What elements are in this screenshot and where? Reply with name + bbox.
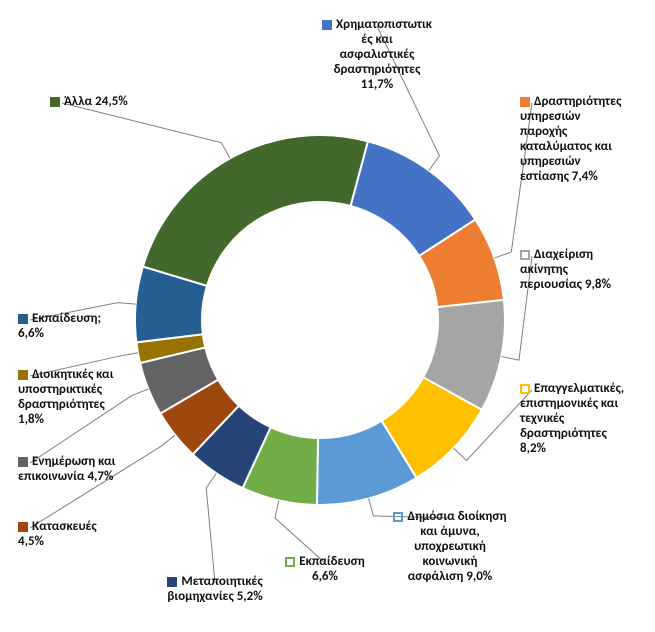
legend-bullet [18,522,28,532]
slice-label-text: Δραστηριότητες υπηρεσιών παροχής καταλύμ… [520,94,621,184]
slice-label: Διοικητικές και υποστηρικτικές δραστηριό… [18,368,158,428]
legend-bullet [393,512,403,522]
legend-bullet [18,314,28,324]
legend-bullet [167,577,177,587]
legend-bullet [50,97,60,107]
legend-bullet [285,557,295,567]
slice-label-text: Ενημέρωση και επικοινωνία 4,7% [18,454,115,484]
leader-line [206,473,216,583]
slice-label-text: Χρηματοπιστωτικ ές και ασφαλιστικές δρασ… [334,17,432,92]
slice-label-text: Διοικητικές και υποστηρικτικές δραστηριό… [18,367,113,427]
slice-label-text: Επαγγελματικές, επιστημονικές και τεχνικ… [520,381,624,456]
slice-label-text: Εκπαίδευση 6,6% [299,554,364,584]
legend-bullet [18,370,28,380]
slice-label: Δραστηριότητες υπηρεσιών παροχής καταλύμ… [520,95,650,185]
slice-label: Επαγγελματικές, επιστημονικές και τεχνικ… [520,382,650,457]
slice-label: Μεταποιητικές βιομηχανίες 5,2% [140,575,290,605]
leader-line [62,103,230,158]
slice-label: Άλλα 24,5% [50,95,160,110]
slice-label-text: Δημόσια διοίκηση και άμυνα, υποχρεωτική … [407,509,506,584]
legend-bullet [520,97,530,107]
legend-bullet [322,20,332,30]
slice-label-text: Εκπαίδευση; 6,6% [18,311,101,341]
slice-label: Εκπαίδευση; 6,6% [18,312,128,342]
legend-bullet [520,384,530,394]
slice-label-text: Διαχείριση ακίνητης περιουσίας 9,8% [520,247,611,292]
donut-slice [143,135,368,286]
slice-label: Ενημέρωση και επικοινωνία 4,7% [18,455,158,485]
legend-bullet [520,250,530,260]
slice-label-text: Άλλα 24,5% [64,94,128,109]
slice-label: Χρηματοπιστωτικ ές και ασφαλιστικές δρασ… [292,18,462,93]
legend-bullet [18,457,28,467]
slice-label: Κατασκευές 4,5% [18,520,128,550]
slice-label-text: Μεταποιητικές βιομηχανίες 5,2% [167,574,262,604]
slice-label: Διαχείριση ακίνητης περιουσίας 9,8% [520,248,650,293]
slice-label: Δημόσια διοίκηση και άμυνα, υποχρεωτική … [370,510,530,585]
slice-label-text: Κατασκευές 4,5% [18,519,97,549]
